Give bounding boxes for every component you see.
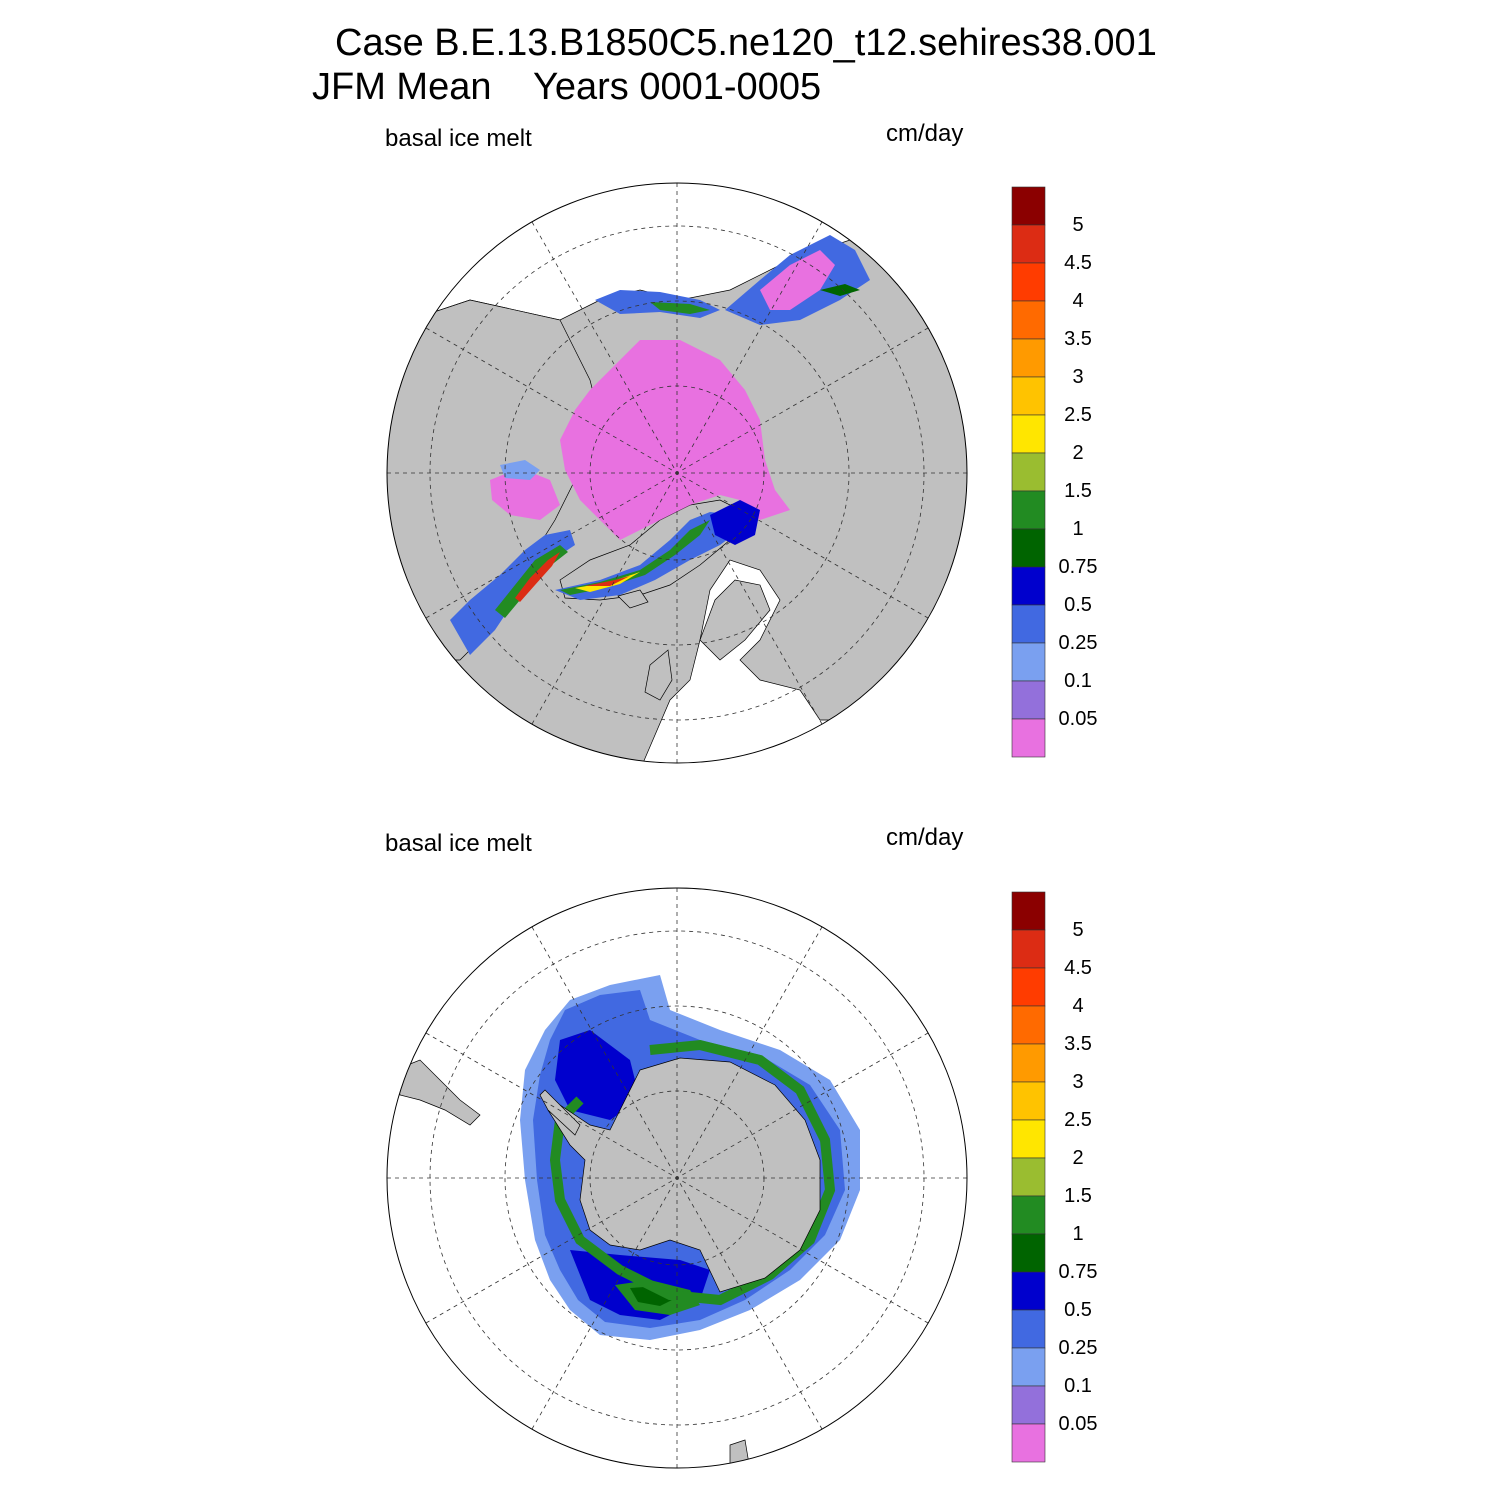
- south-colorbar-tick-label: 1.5: [1064, 1185, 1092, 1207]
- north-colorbar-swatch: [1011, 642, 1046, 682]
- south-colorbar: [1011, 891, 1046, 1463]
- north-ice-greenland-yellow: [575, 572, 640, 592]
- north-colorbar-tick-label: 0.05: [1058, 708, 1098, 730]
- south-colorbar-swatch: [1011, 1423, 1046, 1463]
- south-colorbar-tick-label: 0.1: [1064, 1375, 1092, 1397]
- north-ice-central-arctic: [560, 340, 790, 540]
- north-panel-units-label: cm/day: [886, 120, 964, 147]
- south-panel-variable-label: basal ice melt: [385, 830, 532, 857]
- south-colorbar-tick-label: 2.5: [1064, 1109, 1092, 1131]
- north-colorbar-tick-label: 0.25: [1058, 632, 1098, 654]
- south-colorbar-tick-label: 4.5: [1064, 957, 1092, 979]
- south-colorbar-tick-label: 0.05: [1058, 1413, 1098, 1435]
- north-colorbar-swatch: [1011, 186, 1046, 226]
- south-colorbar-tick-label: 2: [1072, 1147, 1084, 1169]
- north-colorbar-tick-label: 2: [1072, 442, 1084, 464]
- north-colorbar-swatch: [1011, 262, 1046, 302]
- north-colorbar-swatch: [1011, 376, 1046, 416]
- north-colorbar-swatch: [1011, 490, 1046, 530]
- north-colorbar-swatch: [1011, 300, 1046, 340]
- north-colorbar: [1011, 186, 1046, 758]
- north-ice-bering-green: [650, 302, 710, 314]
- north-colorbar-swatch: [1011, 680, 1046, 720]
- south-colorbar-swatch: [1011, 1005, 1046, 1045]
- south-land-antarctica: [547, 1057, 821, 1293]
- north-ice-labrador-red: [515, 552, 560, 602]
- south-colorbar-swatch: [1011, 1233, 1046, 1273]
- south-colorbar-swatch: [1011, 1309, 1046, 1349]
- north-colorbar-swatch: [1011, 338, 1046, 378]
- north-colorbar-tick-label: 5: [1072, 214, 1084, 236]
- north-colorbar-swatch: [1011, 224, 1046, 264]
- south-colorbar-swatch: [1011, 1195, 1046, 1235]
- north-land-british-isles: [644, 649, 673, 701]
- north-colorbar-swatch: [1011, 414, 1046, 454]
- main-title-line-2: JFM Mean Years 0001-0005: [312, 66, 822, 108]
- north-colorbar-tick-label: 3.5: [1064, 328, 1092, 350]
- north-colorbar-tick-label: 0.5: [1064, 594, 1092, 616]
- north-panel-variable-label: basal ice melt: [385, 125, 532, 152]
- north-land-scandinavia: [699, 579, 771, 661]
- north-colorbar-tick-label: 2.5: [1064, 404, 1092, 426]
- north-colorbar-tick-label: 4: [1072, 290, 1084, 312]
- north-colorbar-swatch: [1011, 604, 1046, 644]
- south-land-south-america: [394, 1059, 481, 1126]
- north-colorbar-swatch: [1011, 452, 1046, 492]
- north-ice-greenland-green: [560, 520, 710, 595]
- south-colorbar-tick-label: 0.25: [1058, 1337, 1098, 1359]
- main-title-line-1: Case B.E.13.B1850C5.ne120_t12.sehires38.…: [335, 22, 1157, 64]
- north-colorbar-tick-label: 1.5: [1064, 480, 1092, 502]
- north-ice-hudson-bay: [490, 468, 560, 520]
- south-colorbar-tick-label: 0.75: [1058, 1261, 1098, 1283]
- north-colorbar-tick-label: 0.75: [1058, 556, 1098, 578]
- north-colorbar-swatch: [1011, 566, 1046, 606]
- south-colorbar-swatch: [1011, 1119, 1046, 1159]
- south-ice-coastal-green: [549, 1039, 836, 1306]
- south-colorbar-swatch: [1011, 967, 1046, 1007]
- south-colorbar-swatch: [1011, 1081, 1046, 1121]
- north-ice-hudson-bay-blue: [500, 460, 540, 480]
- south-colorbar-tick-label: 1: [1072, 1223, 1084, 1245]
- north-colorbar-tick-label: 0.1: [1064, 670, 1092, 692]
- north-land-iceland: [617, 589, 649, 609]
- north-map-border: [386, 182, 968, 764]
- south-colorbar-tick-label: 0.5: [1064, 1299, 1092, 1321]
- south-colorbar-tick-label: 3.5: [1064, 1033, 1092, 1055]
- south-graticule: [387, 888, 967, 1468]
- north-ice-okhotsk-pink: [760, 250, 835, 310]
- north-colorbar-tick-label: 1: [1072, 518, 1084, 540]
- south-panel-units-label: cm/day: [886, 824, 964, 851]
- south-colorbar-tick-label: 4: [1072, 995, 1084, 1017]
- north-ice-greenland-red: [585, 576, 630, 586]
- south-colorbar-swatch: [1011, 1347, 1046, 1387]
- south-colorbar-swatch: [1011, 1157, 1046, 1197]
- south-colorbar-swatch: [1011, 1043, 1046, 1083]
- south-map-border: [386, 887, 968, 1469]
- north-ice-okhotsk-green: [820, 284, 860, 296]
- south-colorbar-tick-label: 5: [1072, 919, 1084, 941]
- north-polar-map: [386, 182, 968, 764]
- south-land-antarctic-peninsula: [539, 1089, 581, 1136]
- north-colorbar-tick-label: 3: [1072, 366, 1084, 388]
- north-graticule: [387, 183, 967, 763]
- south-colorbar-swatch: [1011, 891, 1046, 931]
- north-colorbar-swatch: [1011, 718, 1046, 758]
- south-colorbar-swatch: [1011, 1271, 1046, 1311]
- south-colorbar-swatch: [1011, 929, 1046, 969]
- south-colorbar-tick-label: 3: [1072, 1071, 1084, 1093]
- north-ice-barents: [710, 500, 760, 545]
- south-colorbar-swatch: [1011, 1385, 1046, 1425]
- north-colorbar-tick-label: 4.5: [1064, 252, 1092, 274]
- north-colorbar-swatch: [1011, 528, 1046, 568]
- south-polar-map: [386, 887, 968, 1469]
